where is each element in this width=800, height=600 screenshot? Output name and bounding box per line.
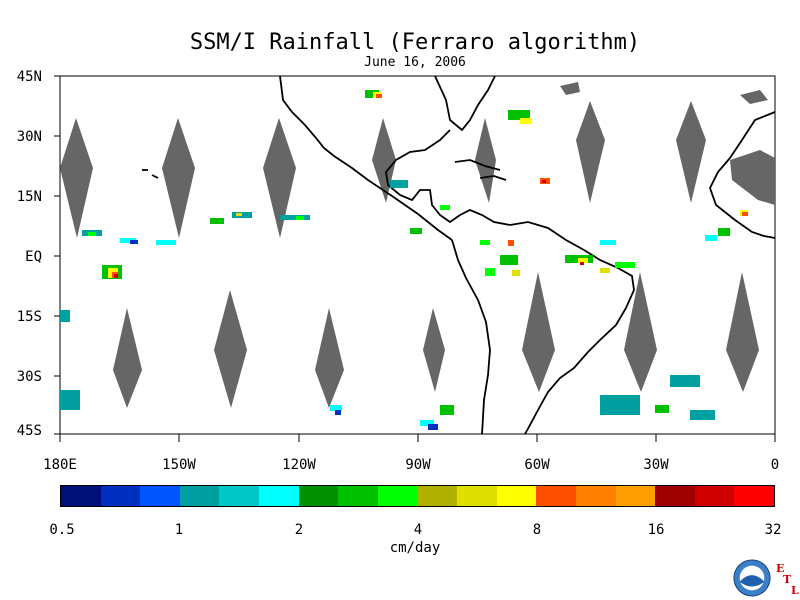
lon-label: 150W (162, 457, 196, 473)
colorbar-tick-label: 2 (294, 522, 304, 538)
swath-gap (475, 118, 496, 203)
lon-label: 180E (43, 457, 77, 473)
lat-label: 30S (16, 369, 42, 385)
colorbar-tick-label: 16 (647, 522, 665, 538)
colorbar-tick-label: 4 (413, 522, 423, 538)
swath-gaps (60, 101, 759, 408)
etl-letter: L (791, 584, 799, 597)
colorbar-cell (694, 486, 735, 506)
colorbar-cell (734, 486, 774, 506)
lon-label: 30W (643, 457, 669, 473)
colorbar-cell (100, 486, 141, 506)
colorbar-tick-label: 0.5 (49, 522, 75, 538)
colorbar-cell (496, 486, 537, 506)
colorbar-cell (338, 486, 378, 506)
swath-gap (162, 118, 195, 238)
swath-gap (676, 101, 706, 203)
colorbar-cell (179, 486, 220, 506)
lat-label: 45S (16, 423, 42, 439)
lon-label: 90W (405, 457, 431, 473)
lon-label: 60W (524, 457, 550, 473)
swath-gap (726, 272, 759, 392)
chart-title: SSM/I Rainfall (Ferraro algorithm) (189, 30, 641, 55)
colorbar-cell (298, 486, 339, 506)
swath-gap (522, 272, 555, 392)
colorbar-cell (536, 486, 576, 506)
swath-gap (214, 290, 247, 408)
lat-label: EQ (25, 249, 42, 265)
swath-gap (315, 308, 344, 408)
etl-letter: T (783, 573, 792, 586)
land-gray (560, 82, 775, 205)
lat-label: 30N (16, 129, 42, 145)
lon-label: 0 (770, 457, 780, 473)
swath-gap (423, 308, 445, 392)
noaa-logo: NOAA (733, 559, 771, 597)
map-frame (59, 75, 776, 435)
colorbar-cell (259, 486, 299, 506)
chart-subtitle: June 16, 2006 (364, 55, 466, 70)
colorbar-cell (575, 486, 616, 506)
colorbar-cell (377, 486, 418, 506)
lat-label: 15N (16, 189, 42, 205)
land-patch (730, 150, 775, 205)
swath-gap (263, 118, 296, 238)
swath-gap (624, 272, 657, 392)
colorbar-cell (140, 486, 180, 506)
axis-ticks (54, 75, 776, 442)
colorbar-cell (219, 486, 260, 506)
swath-gap (576, 101, 605, 203)
colorbar-tick-label: 8 (532, 522, 542, 538)
lat-label: 15S (16, 309, 42, 325)
colorbar (60, 485, 775, 507)
logo-text: NOAA (745, 566, 760, 572)
lat-label: 45N (16, 69, 42, 85)
colorbar-tick-label: 1 (174, 522, 184, 538)
colorbar-cell (615, 486, 656, 506)
etl-letter: E (776, 562, 785, 575)
colorbar-units: cm/day (389, 540, 441, 556)
rainfall-cells (60, 90, 748, 430)
colorbar-cell (417, 486, 458, 506)
colorbar-cell (457, 486, 497, 506)
coastlines (142, 75, 776, 435)
colorbar-cell (655, 486, 695, 506)
colorbar-tick-label: 32 (764, 522, 782, 538)
land-patch (740, 90, 768, 104)
land-patch (560, 82, 580, 95)
colorbar-cell (61, 486, 101, 506)
lon-label: 120W (282, 457, 316, 473)
swath-gap (60, 118, 93, 238)
swath-gap (113, 308, 142, 408)
